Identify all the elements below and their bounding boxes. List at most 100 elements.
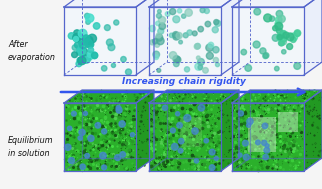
- Circle shape: [204, 139, 208, 143]
- Circle shape: [206, 44, 213, 51]
- Circle shape: [169, 52, 177, 59]
- Circle shape: [178, 148, 183, 153]
- Circle shape: [176, 33, 182, 39]
- Circle shape: [265, 144, 269, 148]
- Circle shape: [101, 66, 107, 71]
- Circle shape: [175, 57, 181, 63]
- Circle shape: [281, 36, 287, 42]
- Circle shape: [278, 33, 284, 39]
- Circle shape: [198, 26, 204, 32]
- Bar: [248, 117, 276, 152]
- Circle shape: [156, 33, 161, 38]
- Circle shape: [280, 31, 285, 36]
- Circle shape: [93, 23, 100, 29]
- Circle shape: [198, 59, 204, 65]
- Circle shape: [262, 123, 268, 129]
- Circle shape: [85, 153, 90, 158]
- Bar: [180, 117, 202, 147]
- Circle shape: [287, 43, 293, 50]
- Circle shape: [156, 13, 161, 18]
- Circle shape: [200, 8, 205, 13]
- Polygon shape: [232, 103, 304, 171]
- Polygon shape: [64, 7, 136, 75]
- Circle shape: [116, 105, 121, 110]
- Circle shape: [84, 13, 90, 19]
- Circle shape: [79, 129, 85, 136]
- Polygon shape: [149, 103, 221, 171]
- Circle shape: [86, 41, 93, 48]
- Circle shape: [215, 20, 221, 26]
- Circle shape: [155, 42, 160, 47]
- Circle shape: [104, 25, 110, 31]
- Circle shape: [203, 67, 208, 73]
- Circle shape: [264, 147, 270, 153]
- Polygon shape: [149, 90, 239, 103]
- Circle shape: [175, 112, 180, 116]
- Circle shape: [91, 52, 98, 59]
- Polygon shape: [304, 0, 322, 75]
- Circle shape: [73, 33, 81, 42]
- Circle shape: [214, 156, 218, 160]
- Circle shape: [88, 135, 94, 142]
- Circle shape: [86, 14, 94, 22]
- Circle shape: [68, 33, 75, 39]
- Circle shape: [185, 67, 190, 72]
- Circle shape: [273, 26, 278, 31]
- Circle shape: [198, 65, 203, 70]
- Circle shape: [86, 20, 90, 24]
- Circle shape: [215, 63, 220, 67]
- Circle shape: [80, 48, 88, 56]
- Polygon shape: [149, 0, 239, 7]
- Circle shape: [88, 47, 94, 53]
- Circle shape: [67, 126, 72, 131]
- Circle shape: [184, 115, 191, 122]
- Circle shape: [204, 8, 209, 14]
- Circle shape: [263, 53, 269, 58]
- Circle shape: [82, 35, 90, 42]
- Circle shape: [149, 26, 156, 32]
- Polygon shape: [221, 0, 239, 75]
- Circle shape: [275, 66, 279, 71]
- Circle shape: [272, 34, 279, 41]
- Circle shape: [294, 63, 301, 69]
- Circle shape: [158, 16, 166, 24]
- Circle shape: [171, 143, 178, 150]
- Circle shape: [290, 33, 298, 41]
- Text: Equilibrium
in solution: Equilibrium in solution: [8, 136, 53, 158]
- Circle shape: [256, 140, 260, 145]
- Circle shape: [286, 33, 294, 41]
- Circle shape: [87, 41, 94, 48]
- Circle shape: [77, 34, 83, 40]
- Circle shape: [254, 8, 260, 15]
- Circle shape: [247, 118, 253, 125]
- Circle shape: [245, 65, 251, 71]
- Circle shape: [182, 14, 186, 18]
- Circle shape: [194, 44, 200, 49]
- Circle shape: [277, 34, 284, 41]
- Circle shape: [187, 30, 192, 35]
- Circle shape: [205, 21, 211, 27]
- Circle shape: [238, 111, 243, 116]
- Circle shape: [283, 32, 289, 38]
- Polygon shape: [136, 90, 154, 171]
- Circle shape: [242, 140, 248, 146]
- Circle shape: [280, 39, 286, 45]
- Circle shape: [173, 16, 180, 23]
- Circle shape: [157, 37, 164, 45]
- Circle shape: [290, 37, 296, 43]
- Circle shape: [78, 57, 86, 65]
- Circle shape: [69, 157, 74, 163]
- Circle shape: [77, 57, 83, 63]
- Circle shape: [91, 52, 98, 59]
- Polygon shape: [232, 90, 322, 103]
- Circle shape: [86, 54, 93, 60]
- Circle shape: [206, 52, 213, 59]
- Circle shape: [76, 61, 82, 67]
- Circle shape: [77, 46, 86, 55]
- Circle shape: [173, 32, 179, 38]
- Circle shape: [78, 37, 87, 45]
- Circle shape: [82, 55, 90, 63]
- Circle shape: [72, 52, 78, 58]
- Circle shape: [270, 16, 275, 21]
- Circle shape: [177, 122, 182, 128]
